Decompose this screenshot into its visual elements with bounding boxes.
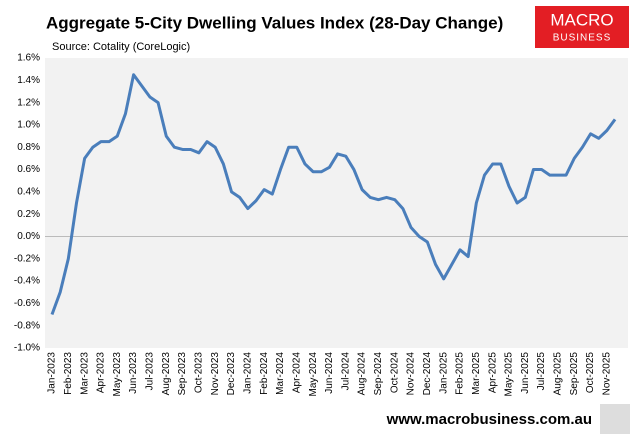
y-tick-label: 0.4% — [17, 186, 40, 197]
logo-text: MACRO — [550, 10, 613, 29]
x-tick-label: Nov-2023 — [210, 352, 221, 396]
x-tick-label: Oct-2025 — [585, 352, 596, 394]
x-tick-label: Jul-2024 — [340, 352, 351, 391]
x-tick-label: Feb-2025 — [455, 352, 466, 395]
x-tick-label: May-2023 — [112, 352, 123, 397]
y-tick-label: 0.8% — [17, 142, 40, 153]
plot-area — [45, 58, 628, 348]
x-tick-label: Jan-2025 — [438, 352, 449, 394]
x-tick-label: Jun-2023 — [128, 352, 139, 394]
chart-subtitle: Source: Cotality (CoreLogic) — [52, 41, 190, 53]
x-tick-label: Sep-2025 — [569, 352, 580, 396]
x-tick-label: Mar-2025 — [471, 352, 482, 395]
x-tick-label: Dec-2024 — [422, 352, 433, 396]
y-tick-label: 1.2% — [17, 97, 40, 108]
footer: www.macrobusiness.com.au — [386, 411, 592, 428]
x-tick-label: Sep-2023 — [177, 352, 188, 396]
x-tick-label: Sep-2024 — [373, 352, 384, 396]
x-tick-label: Mar-2023 — [79, 352, 90, 395]
x-tick-label: May-2024 — [308, 352, 319, 397]
x-tick-label: Jul-2023 — [145, 352, 156, 391]
x-tick-label: Apr-2025 — [487, 352, 498, 394]
x-tick-label: Oct-2024 — [389, 352, 400, 394]
x-tick-label: Jun-2025 — [520, 352, 531, 394]
x-tick-label: Aug-2023 — [161, 352, 172, 396]
x-tick-label: Apr-2024 — [291, 352, 302, 394]
y-tick-label: 1.0% — [17, 120, 40, 131]
x-tick-label: Jul-2025 — [536, 352, 547, 391]
y-tick-label: 0.0% — [17, 231, 40, 242]
x-tick-label: Aug-2024 — [357, 352, 368, 396]
y-tick-label: -0.4% — [14, 276, 40, 287]
y-tick-label: -0.6% — [14, 298, 40, 309]
x-tick-label: Jan-2024 — [242, 352, 253, 394]
x-tick-label: Nov-2024 — [406, 352, 417, 396]
x-tick-label: Oct-2023 — [194, 352, 205, 394]
x-tick-label: Apr-2023 — [96, 352, 107, 394]
y-tick-label: -0.8% — [14, 320, 40, 331]
y-tick-label: 1.6% — [17, 53, 40, 64]
x-tick-label: Nov-2025 — [602, 352, 613, 396]
y-tick-label: -1.0% — [14, 343, 40, 354]
x-tick-label: Dec-2023 — [226, 352, 237, 396]
logo-box — [535, 6, 629, 48]
logo-text: BUSINESS — [553, 33, 612, 44]
y-tick-label: 0.6% — [17, 164, 40, 175]
x-tick-label: May-2025 — [504, 352, 515, 397]
y-tick-label: 1.4% — [17, 75, 40, 86]
x-tick-label: Jan-2023 — [47, 352, 58, 394]
x-tick-label: Feb-2023 — [63, 352, 74, 395]
y-tick-label: 0.2% — [17, 209, 40, 220]
chart-title: Aggregate 5-City Dwelling Values Index (… — [46, 13, 503, 32]
x-tick-label: Feb-2024 — [259, 352, 270, 395]
x-tick-label: Aug-2025 — [553, 352, 564, 396]
x-tick-label: Jun-2024 — [324, 352, 335, 394]
data-line — [50, 73, 617, 316]
x-tick-label: Mar-2024 — [275, 352, 286, 395]
logo-icon — [600, 404, 630, 434]
y-tick-label: -0.2% — [14, 253, 40, 264]
